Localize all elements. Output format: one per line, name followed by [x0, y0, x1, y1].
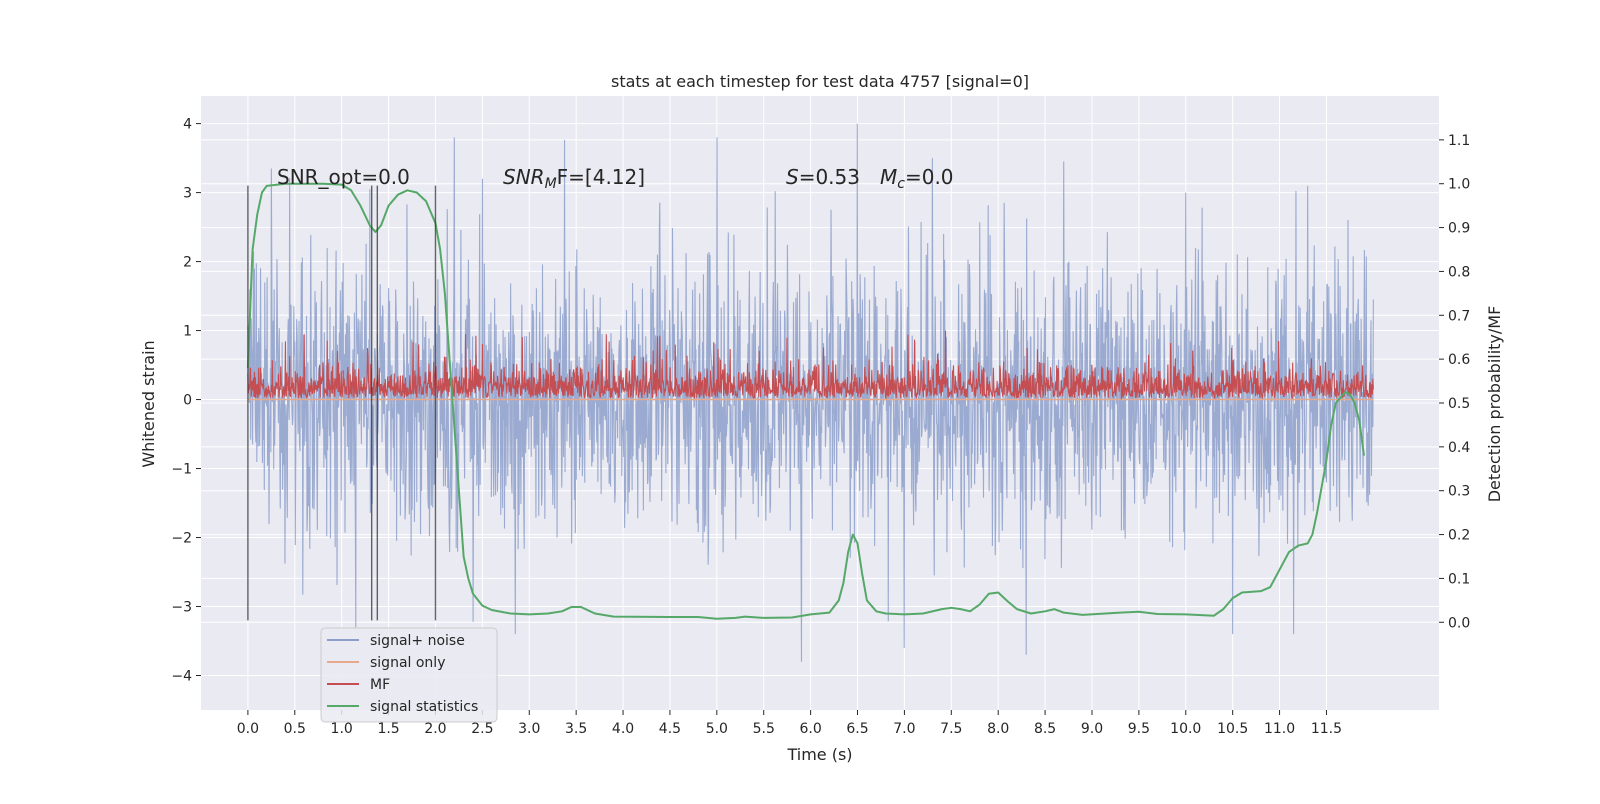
legend-label-signal-only: signal only — [370, 655, 445, 671]
legend-label-mf: MF — [370, 677, 390, 693]
y-right-tick-label: 0.9 — [1448, 221, 1470, 237]
x-tick-label: 3.0 — [518, 721, 540, 737]
x-tick-label: 5.0 — [706, 721, 728, 737]
x-tick-label: 10.0 — [1170, 721, 1201, 737]
y-left-tick-label: −4 — [171, 669, 192, 685]
x-tick-label: 1.0 — [331, 721, 353, 737]
y-right-tick-label: 1.1 — [1448, 133, 1470, 149]
y-right-tick-label: 0.2 — [1448, 528, 1470, 544]
y-right-tick-label: 0.8 — [1448, 264, 1470, 280]
x-tick-label: 3.5 — [565, 721, 587, 737]
x-tick-label: 8.5 — [1034, 721, 1056, 737]
y-right-tick-label: 0.5 — [1448, 396, 1470, 412]
x-tick-label: 6.5 — [846, 721, 868, 737]
x-tick-label: 8.0 — [987, 721, 1009, 737]
x-tick-label: 4.5 — [659, 721, 681, 737]
annotation-s: S=0.53 — [786, 165, 860, 189]
y-right-tick-label: 0.1 — [1448, 571, 1470, 587]
y-right-tick-label: 0.7 — [1448, 308, 1470, 324]
y-left-tick-label: −3 — [171, 600, 192, 616]
x-tick-label: 9.5 — [1128, 721, 1150, 737]
x-tick-label: 10.5 — [1217, 721, 1248, 737]
x-tick-label: 2.0 — [424, 721, 446, 737]
x-tick-label: 5.5 — [753, 721, 775, 737]
x-tick-label: 1.5 — [377, 721, 399, 737]
y-right-tick-label: 0.4 — [1448, 440, 1470, 456]
x-tick-label: 7.5 — [940, 721, 962, 737]
x-tick-label: 2.5 — [471, 721, 493, 737]
x-tick-label: 11.5 — [1311, 721, 1342, 737]
annotation-snr-mf-rest: F=[4.12] — [557, 165, 645, 189]
y-left-tick-label: 1 — [183, 324, 192, 340]
y-left-tick-label: −2 — [171, 531, 192, 547]
annotation-mc-var: M — [880, 165, 897, 189]
annotation-s-value: =0.53 — [799, 165, 860, 189]
annotation-mc: Mc=0.0 — [880, 165, 954, 192]
y-left-tick-label: 0 — [183, 393, 192, 409]
chart-title: stats at each timestep for test data 475… — [611, 72, 1029, 91]
x-axis-label: Time (s) — [786, 745, 852, 764]
y-axis-label-right: Detection probability/MF — [1485, 306, 1504, 503]
legend: signal+ noise signal only MF signal stat… — [320, 627, 498, 723]
legend-label-signal-statistics: signal statistics — [370, 699, 478, 715]
x-tick-label: 7.0 — [893, 721, 915, 737]
y-left-tick-label: −1 — [171, 462, 192, 478]
axes: 0.0 0.5 1.0 1.5 2.0 2.5 3.0 3.5 4.0 4.5 5.0 5.5 6.0 6… — [171, 117, 1470, 737]
annotation-snr-mf-sub: M — [545, 176, 557, 192]
y-axis-label-left: Whitened strain — [139, 340, 158, 467]
y-left-tick-label: 4 — [183, 117, 192, 133]
x-tick-label: 6.0 — [799, 721, 821, 737]
x-tick-label: 0.5 — [284, 721, 306, 737]
y-right-tick-label: 1.0 — [1448, 177, 1470, 193]
annotation-mc-sub: c — [897, 176, 905, 192]
y-right-tick-label: 0.0 — [1448, 615, 1470, 631]
annotation-mc-value: =0.0 — [905, 165, 954, 189]
legend-label-signal-noise: signal+ noise — [370, 633, 465, 649]
x-tick-label: 9.0 — [1081, 721, 1103, 737]
x-tick-label: 0.0 — [237, 721, 259, 737]
x-tick-label: 11.0 — [1264, 721, 1295, 737]
y-right-tick-label: 0.6 — [1448, 352, 1470, 368]
vertical-markers — [247, 185, 437, 621]
annotation-s-var: S — [786, 165, 799, 189]
annotation-snr-mf: SNRMF=[4.12] — [503, 165, 645, 192]
series-signal-statistics-line — [246, 182, 1365, 620]
y-left-tick-label: 3 — [183, 186, 192, 202]
y-right-tick-label: 0.3 — [1448, 484, 1470, 500]
annotation-snr-opt: SNR_opt=0.0 — [277, 165, 410, 189]
legend-box — [320, 627, 498, 723]
annotation-snr-mf-prefix: SNR — [503, 165, 545, 189]
x-tick-label: 4.0 — [612, 721, 634, 737]
y-left-tick-label: 2 — [183, 255, 192, 271]
